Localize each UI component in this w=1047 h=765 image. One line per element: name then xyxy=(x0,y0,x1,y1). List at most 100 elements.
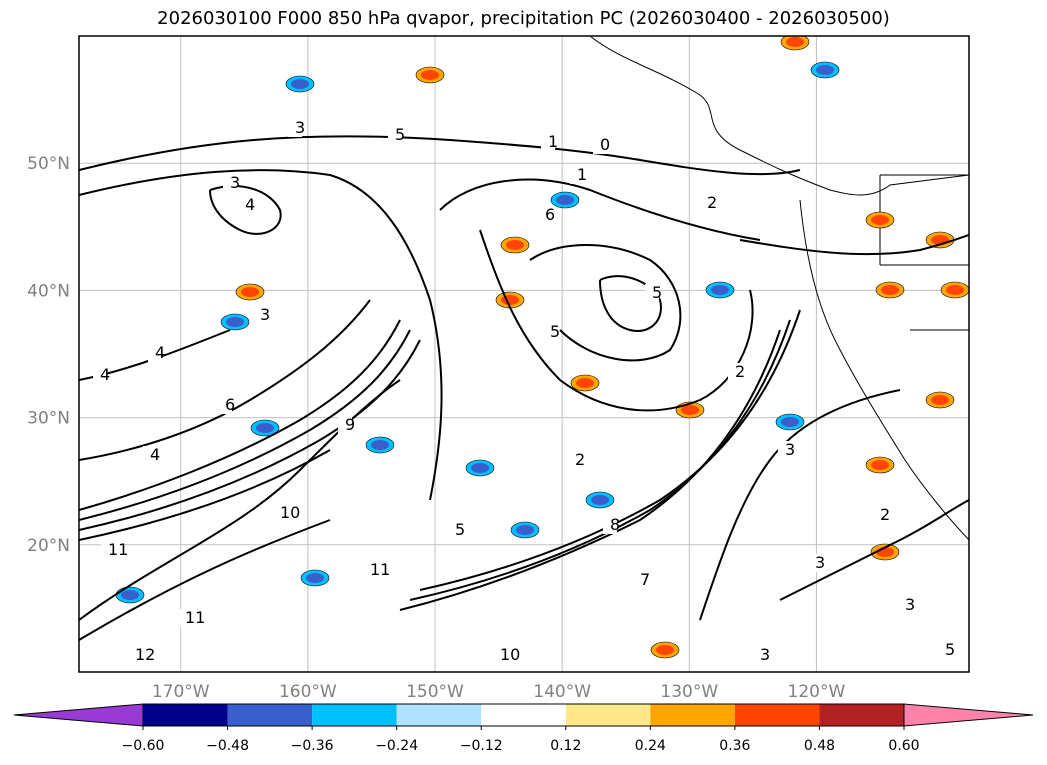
colorbar-segment xyxy=(227,704,313,726)
contour-label: 11 xyxy=(185,608,205,627)
colorbar-segment xyxy=(819,704,904,726)
contour-label: 2 xyxy=(575,450,585,469)
contour-label-bg xyxy=(570,166,584,184)
qvapor-contour-line xyxy=(439,178,761,241)
qvapor-contour-line xyxy=(419,309,801,591)
qvapor-contour-line xyxy=(529,244,682,362)
contour-label-bg xyxy=(448,521,462,539)
contour-label: 3 xyxy=(260,305,270,324)
contour-label: 3 xyxy=(760,645,770,664)
contour-label: 3 xyxy=(815,553,825,572)
contour-label: 6 xyxy=(545,205,555,224)
contour-label-bg xyxy=(938,641,952,659)
precip-anomaly-core xyxy=(471,463,489,473)
contour-label: 1 xyxy=(577,165,587,184)
contour-label-bg xyxy=(93,366,107,384)
contour-label: 4 xyxy=(155,343,165,362)
contour-label: 3 xyxy=(230,173,240,192)
contour-label-bg xyxy=(593,136,607,154)
contour-label-bg xyxy=(700,194,714,212)
contour-label: 2 xyxy=(880,505,890,524)
qvapor-contour-line xyxy=(79,449,331,541)
colorbar-segment xyxy=(481,704,566,726)
contour-label-bg xyxy=(338,416,352,434)
qvapor-contour-line xyxy=(739,234,969,256)
colorbar-tick-label: −0.24 xyxy=(375,738,418,754)
contour-label: 4 xyxy=(100,365,110,384)
qvapor-contour-line xyxy=(79,135,801,176)
chart-title: 2026030100 F000 850 hPa qvapor, precipit… xyxy=(157,8,890,29)
contour-label-bg xyxy=(178,609,201,627)
contour-label-bg xyxy=(541,133,555,151)
colorbar-tick-label: 0.36 xyxy=(719,738,750,754)
contour-label: 6 xyxy=(225,395,235,414)
qvapor-contour-line xyxy=(79,299,371,461)
qvapor-contour-line xyxy=(79,319,401,511)
contour-label-bg xyxy=(568,451,582,469)
contour-label-bg xyxy=(148,344,162,362)
contour-label: 5 xyxy=(455,520,465,539)
contour-label-bg xyxy=(143,446,157,464)
contour-label: 10 xyxy=(280,503,300,522)
lat-tick-label: 30°N xyxy=(27,409,70,429)
precip-anomaly-core xyxy=(816,65,834,75)
qvapor-contour-line xyxy=(79,329,411,521)
precip-anomaly-core xyxy=(306,573,324,583)
contour-label: 4 xyxy=(245,195,255,214)
precip-anomaly-core xyxy=(871,215,889,225)
contour-label: 7 xyxy=(640,570,650,589)
colorbar-tick-labels: −0.60 −0.48 −0.36 −0.24 −0.12 0.12 0.24 0.36 0.4… xyxy=(122,726,920,754)
qvapor-contour-line xyxy=(479,229,754,412)
precip-anomaly-core xyxy=(291,79,309,89)
qvapor-contour-line xyxy=(409,319,791,601)
contour-label-bg xyxy=(633,571,647,589)
precip-anomaly-core xyxy=(241,287,259,297)
qvapor-contour-line xyxy=(399,329,781,611)
precipitation-anomaly-fills xyxy=(115,36,969,659)
lat-tick-label: 50°N xyxy=(27,154,70,174)
contour-label-bg xyxy=(218,396,232,414)
precip-anomaly-core xyxy=(421,70,439,80)
qvapor-contour-line xyxy=(779,499,969,601)
qvapor-contour-line xyxy=(79,519,331,641)
contour-label-bg xyxy=(753,646,767,664)
qvapor-contour-line xyxy=(79,169,443,501)
precip-anomaly-core xyxy=(591,495,609,505)
plot-background xyxy=(79,36,969,672)
lon-tick-label: 160°W xyxy=(279,682,337,702)
contour-label: 3 xyxy=(905,595,915,614)
contour-label-bg xyxy=(493,646,516,664)
colorbar-segment xyxy=(650,704,735,726)
lon-tick-label: 120°W xyxy=(788,682,846,702)
precip-anomaly-core xyxy=(121,590,139,600)
precip-anomaly-core xyxy=(946,285,964,295)
lon-tick-label: 150°W xyxy=(406,682,464,702)
precip-anomaly-core xyxy=(371,440,389,450)
contour-label: 4 xyxy=(150,445,160,464)
precip-anomaly-core xyxy=(506,240,524,250)
lon-tick-label: 130°W xyxy=(660,682,718,702)
colorbar-tick-label: 0.24 xyxy=(635,738,666,754)
colorbar-tick-label: 0.48 xyxy=(804,738,835,754)
colorbar-segment xyxy=(396,704,482,726)
precip-anomaly-core xyxy=(576,378,594,388)
colorbar xyxy=(13,703,1034,727)
contour-label-bg xyxy=(273,504,296,522)
contour-label-bg xyxy=(543,323,557,341)
contour-label: 2 xyxy=(735,362,745,381)
qvapor-contour-line xyxy=(699,389,901,621)
contour-label-bg xyxy=(873,506,887,524)
contour-label-bg xyxy=(363,561,386,579)
plot-frame xyxy=(78,35,970,673)
contour-label-bg xyxy=(645,284,659,302)
contour-label-bg xyxy=(898,596,912,614)
qvapor-contour-line xyxy=(79,379,401,621)
lon-tick-label: 140°W xyxy=(533,682,591,702)
precip-anomaly-core xyxy=(556,195,574,205)
lat-tick-label: 20°N xyxy=(27,536,70,556)
coastline xyxy=(589,36,969,196)
precip-anomaly-core xyxy=(516,525,534,535)
qvapor-contour-line xyxy=(209,185,282,235)
